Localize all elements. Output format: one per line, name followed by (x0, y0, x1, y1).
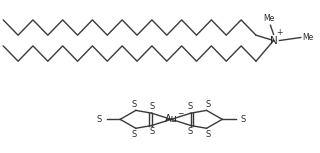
Text: S: S (241, 115, 246, 124)
Text: Me: Me (263, 14, 275, 23)
Text: S: S (150, 102, 155, 111)
Text: S: S (132, 100, 137, 109)
Text: S: S (96, 115, 102, 124)
Text: S: S (205, 100, 211, 109)
Text: S: S (205, 130, 211, 139)
Text: +: + (276, 28, 283, 37)
Text: Me: Me (302, 33, 314, 42)
Text: Au: Au (165, 114, 178, 124)
Text: −: − (178, 109, 184, 118)
Text: S: S (187, 102, 193, 111)
Text: N: N (270, 35, 277, 46)
Text: S: S (187, 127, 193, 136)
Text: S: S (132, 130, 137, 139)
Text: S: S (150, 127, 155, 136)
